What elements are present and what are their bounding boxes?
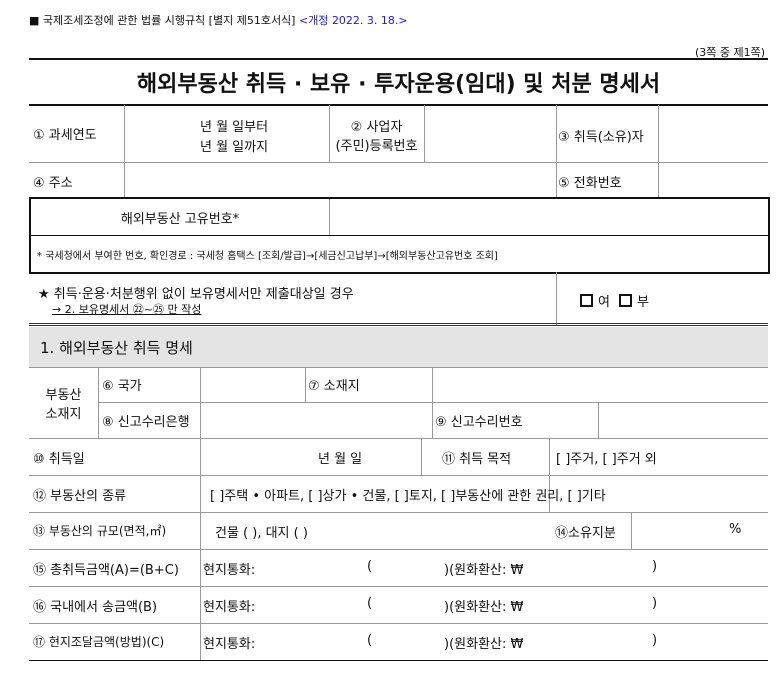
tax-year-label: ① 과세연도 [33,128,97,143]
scale-label: ⑬ 부동산의 규모(면적,㎡) [33,524,167,538]
no-checkbox[interactable] [618,294,632,307]
scale-value[interactable]: 건물 ( ), 대지 ( ) [215,526,308,541]
bank-label: ⑧ 신고수리은행 [102,415,190,430]
acq-date-label: ⑩ 취득일 [33,452,85,467]
krw-label: )(원화환산: ₩ [444,563,524,578]
section-title: 1. 해외부동산 취득 명세 [40,339,193,357]
address-label: ④ 주소 [33,176,73,191]
share-label: ⑭소유지분 [555,526,616,541]
report-no-label: ⑨ 신고수리번호 [435,415,523,430]
type-options[interactable]: [ ]주택 • 아파트, [ ]상가 • 건물, [ ]토지, [ ]부동산에 … [210,489,606,504]
phone-label: ⑤ 전화번호 [558,176,622,191]
paren: ) [652,596,658,611]
reg-no-label: ② 사업자 (주민)등록번호 [335,120,418,154]
unique-number-note: * 국세청에서 부여한 번호, 확인경로 : 국세청 홈택스 [조회/발급]→[… [37,251,498,262]
hold-only-notice: ★ 취득·운용·처분행위 없이 보유명세서만 제출대상일 경우 [38,287,354,302]
tax-year-from[interactable]: 년 월 일부터 [200,120,269,135]
acquirer-label: ③ 취득(소유)자 [558,130,644,145]
amount-row: ⑰ 현지조달금액(방법)(C) 현지통화: ( )(원화환산: ₩ ) [0,623,779,660]
acq-date-value[interactable]: 년 월 일 [318,452,363,467]
country-label: ⑥ 국가 [102,379,142,394]
purpose-label: ⑪ 취득 목적 [442,452,512,467]
local-currency-label: 현지통화: [203,600,256,615]
krw-label: )(원화환산: ₩ [444,600,524,615]
local-currency-label: 현지통화: [203,563,256,578]
type-label: ⑫ 부동산의 종류 [33,489,127,504]
share-unit: % [729,522,742,537]
local-currency-label: 현지통화: [203,637,256,652]
revision-date: <개정 2022. 3. 18.> [298,14,408,27]
paren: ) [652,559,658,574]
amount-label: ⑰ 현지조달금액(방법)(C) [33,635,165,649]
amount-label: ⑯ 국내에서 송금액(B) [33,600,158,615]
law-reference: ■ 국제조세조정에 관한 법률 시행규칙 [별지 제51호서식] <개정 202… [29,14,408,27]
amount-label: ⑮ 총취득금액(A)=(B+C) [33,563,179,578]
hold-only-instruction: → 2. 보유명세서 ㉒~㉕ 만 작성 [52,303,202,316]
tax-year-to[interactable]: 년 월 일까지 [200,140,269,155]
paren: ( [367,559,373,574]
unique-number-label: 해외부동산 고유번호* [120,211,240,227]
address-location-label: ⑦ 소재지 [308,379,360,394]
krw-label: )(원화환산: ₩ [444,637,524,652]
paren: ( [367,633,373,648]
amount-row: ⑯ 국내에서 송금액(B) 현지통화: ( )(원화환산: ₩ ) [0,586,779,623]
page-title: 해외부동산 취득 · 보유 · 투자운용(임대) 및 처분 명세서 [136,72,661,97]
location-label: 부동산 소재지 [45,388,82,422]
page-indicator: (3쪽 중 제1쪽) [694,46,765,59]
paren: ( [367,596,373,611]
paren: ) [652,633,658,648]
no-label: 부 [636,295,649,310]
purpose-options[interactable]: [ ]주거, [ ]주거 외 [556,452,657,467]
yes-checkbox[interactable] [580,294,593,307]
amount-row: ⑮ 총취득금액(A)=(B+C) 현지통화: ( )(원화환산: ₩ ) [0,549,779,586]
yes-label: 여 [598,295,610,310]
